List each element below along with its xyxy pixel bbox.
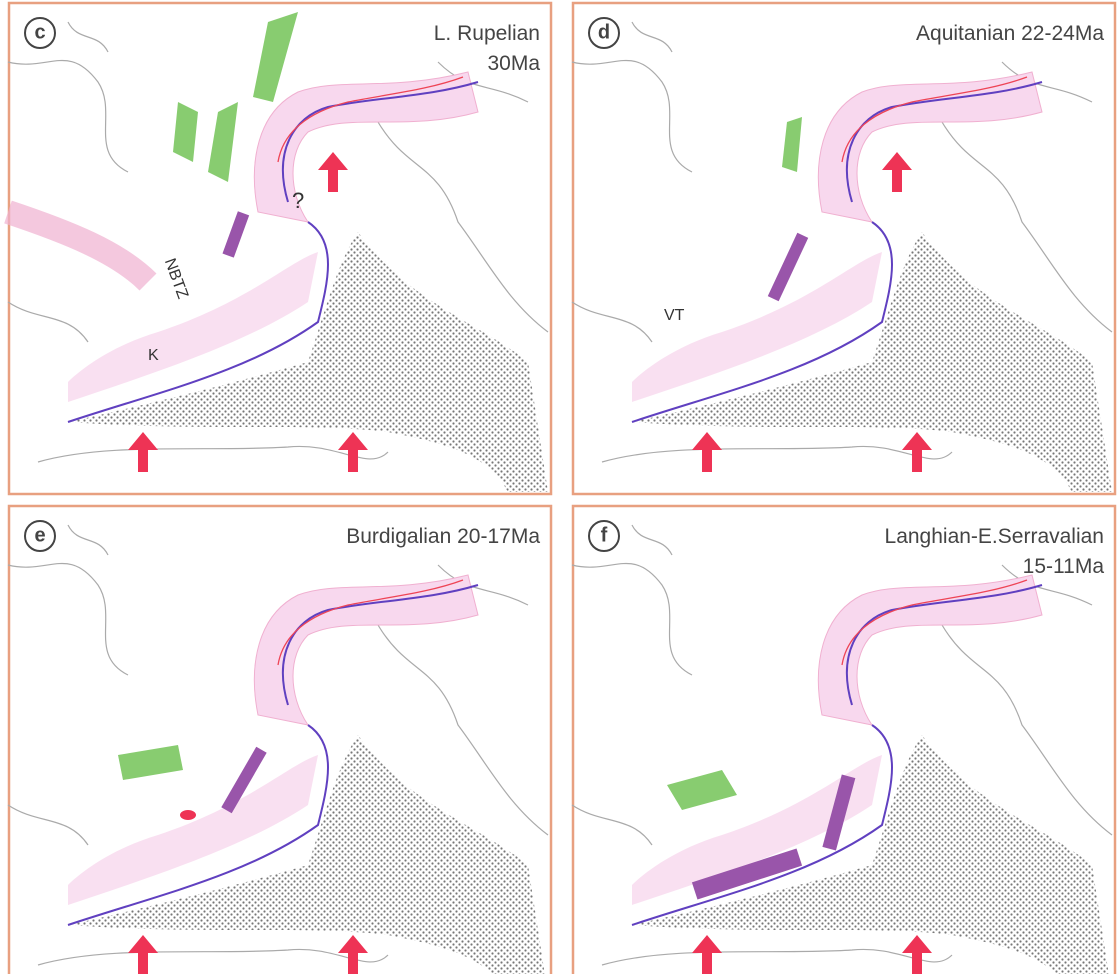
panel-letter: c [34,21,45,43]
panel-letter: e [34,524,45,546]
panel-c: c L. Rupelian 30Ma NBTZ K ? [8,3,551,494]
panel-f: f Langhian-E.Serravalian 15-11Ma [572,506,1115,974]
panel-letter: d [598,21,610,43]
panel-d: d Aquitanian 22-24Ma VT [572,3,1115,494]
panel-letter: f [601,524,608,546]
panel-title: Burdigalian 20-17Ma [346,525,540,548]
panel-title: L. Rupelian [434,22,540,45]
panel-title: 15-11Ma [1023,555,1105,578]
panel-e: e Burdigalian 20-17Ma [8,506,551,974]
panel-title: Langhian-E.Serravalian [885,525,1104,548]
map-label: K [148,347,159,364]
map-label: ? [292,188,304,213]
panel-title: Aquitanian 22-24Ma [916,22,1104,45]
panel-title: 30Ma [487,52,540,75]
map-label: VT [664,307,685,324]
figure: c L. Rupelian 30Ma NBTZ K ? d Aquitanian… [0,0,1119,974]
